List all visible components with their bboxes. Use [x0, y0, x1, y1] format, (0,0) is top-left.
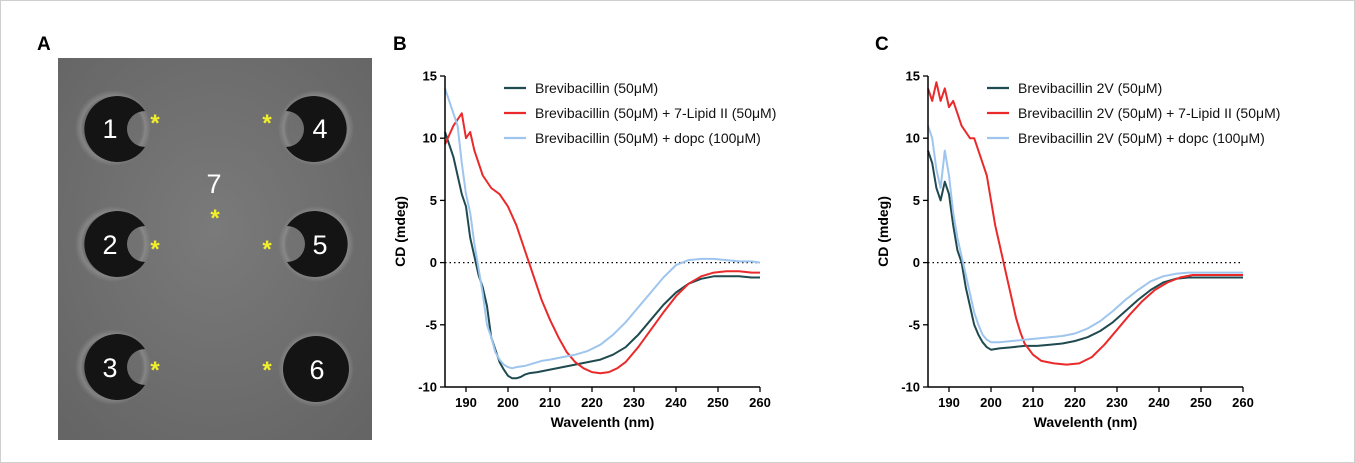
panel-label-b: B — [393, 34, 407, 55]
x-tick-label: 220 — [1064, 395, 1086, 410]
cd-spectrum-chart-b: -10 -5 0 5 10 15 190 200 210 220 230 240 250 260 Wavel… — [392, 69, 776, 431]
marker-asterisk: * — [262, 110, 272, 137]
well-label-4: 4 — [312, 114, 327, 144]
marker-asterisk: * — [150, 236, 160, 263]
x-tick-label: 240 — [1148, 395, 1170, 410]
well-label-3: 3 — [102, 353, 117, 383]
x-tick-label: 250 — [707, 395, 729, 410]
marker-asterisk: * — [150, 357, 160, 384]
well-label-1: 1 — [102, 114, 117, 144]
x-axis-label: Wavelenth (nm) — [1034, 414, 1138, 430]
x-tick-label: 220 — [581, 395, 603, 410]
well-label-5: 5 — [312, 230, 327, 260]
y-tick-label: 5 — [913, 193, 920, 208]
center-label-7: 7 — [206, 169, 221, 199]
y-tick-label: -10 — [901, 380, 920, 395]
x-tick-label: 200 — [980, 395, 1002, 410]
well-1 — [84, 96, 145, 162]
series-line-2 — [444, 88, 761, 370]
x-tick-label: 210 — [539, 395, 561, 410]
cd-spectrum-chart-c: -10 -5 0 5 10 15 190 200 210 220 230 240 250 260 Wavel… — [875, 69, 1280, 431]
x-tick-label: 190 — [455, 395, 477, 410]
y-tick-label: 0 — [430, 255, 437, 270]
legend-label-0: Brevibacillin (50μM) — [535, 80, 658, 96]
y-tick-label: -5 — [908, 317, 920, 332]
y-tick-label: 15 — [906, 69, 920, 84]
x-tick-label: 260 — [1232, 395, 1254, 410]
series-line-2 — [927, 125, 1243, 344]
legend-label-0: Brevibacillin 2V (50μM) — [1018, 80, 1162, 96]
legend-label-1: Brevibacillin 2V (50μM) + 7-Lipid II (50… — [1018, 105, 1280, 121]
y-tick-label: 10 — [423, 131, 437, 146]
y-tick-label: -10 — [418, 380, 437, 395]
well-label-2: 2 — [102, 230, 117, 260]
legend-label-2: Brevibacillin 2V (50μM) + dopc (100μM) — [1018, 130, 1265, 146]
well-5 — [287, 211, 348, 277]
series-line-1 — [444, 112, 760, 375]
y-tick-label: 5 — [430, 193, 437, 208]
legend-label-1: Brevibacillin (50μM) + 7-Lipid II (50μM) — [535, 105, 776, 121]
marker-asterisk: * — [262, 357, 272, 384]
marker-asterisk: * — [150, 110, 160, 137]
well-label-6: 6 — [309, 355, 324, 385]
x-tick-label: 210 — [1022, 395, 1044, 410]
agar-plate-photo: 1 2 3 4 5 6 7 * * * * * * * — [58, 58, 372, 440]
series-line-1 — [927, 81, 1243, 366]
series-line-0 — [927, 150, 1243, 351]
legend-label-2: Brevibacillin (50μM) + dopc (100μM) — [535, 130, 761, 146]
y-tick-label: -5 — [425, 317, 437, 332]
well-6 — [283, 336, 349, 402]
y-axis-label: CD (mdeg) — [875, 196, 891, 267]
x-tick-label: 260 — [749, 395, 771, 410]
x-tick-label: 240 — [665, 395, 687, 410]
x-tick-label: 230 — [623, 395, 645, 410]
panel-label-c: C — [875, 34, 889, 55]
x-axis-label: Wavelenth (nm) — [551, 414, 655, 430]
y-tick-label: 15 — [423, 69, 437, 84]
x-tick-label: 190 — [938, 395, 960, 410]
well-2 — [84, 211, 145, 277]
y-tick-label: 10 — [906, 131, 920, 146]
x-tick-label: 230 — [1106, 395, 1128, 410]
well-4 — [286, 96, 347, 162]
y-tick-label: 0 — [913, 255, 920, 270]
x-tick-label: 250 — [1190, 395, 1212, 410]
well-3 — [84, 334, 145, 400]
agar-plate-svg: 1 2 3 4 5 6 7 * * * * * * * — [58, 58, 372, 440]
marker-asterisk: * — [210, 205, 220, 232]
panel-label-a: A — [37, 34, 51, 55]
y-axis-label: CD (mdeg) — [392, 196, 408, 267]
x-tick-label: 200 — [497, 395, 519, 410]
marker-asterisk: * — [262, 236, 272, 263]
